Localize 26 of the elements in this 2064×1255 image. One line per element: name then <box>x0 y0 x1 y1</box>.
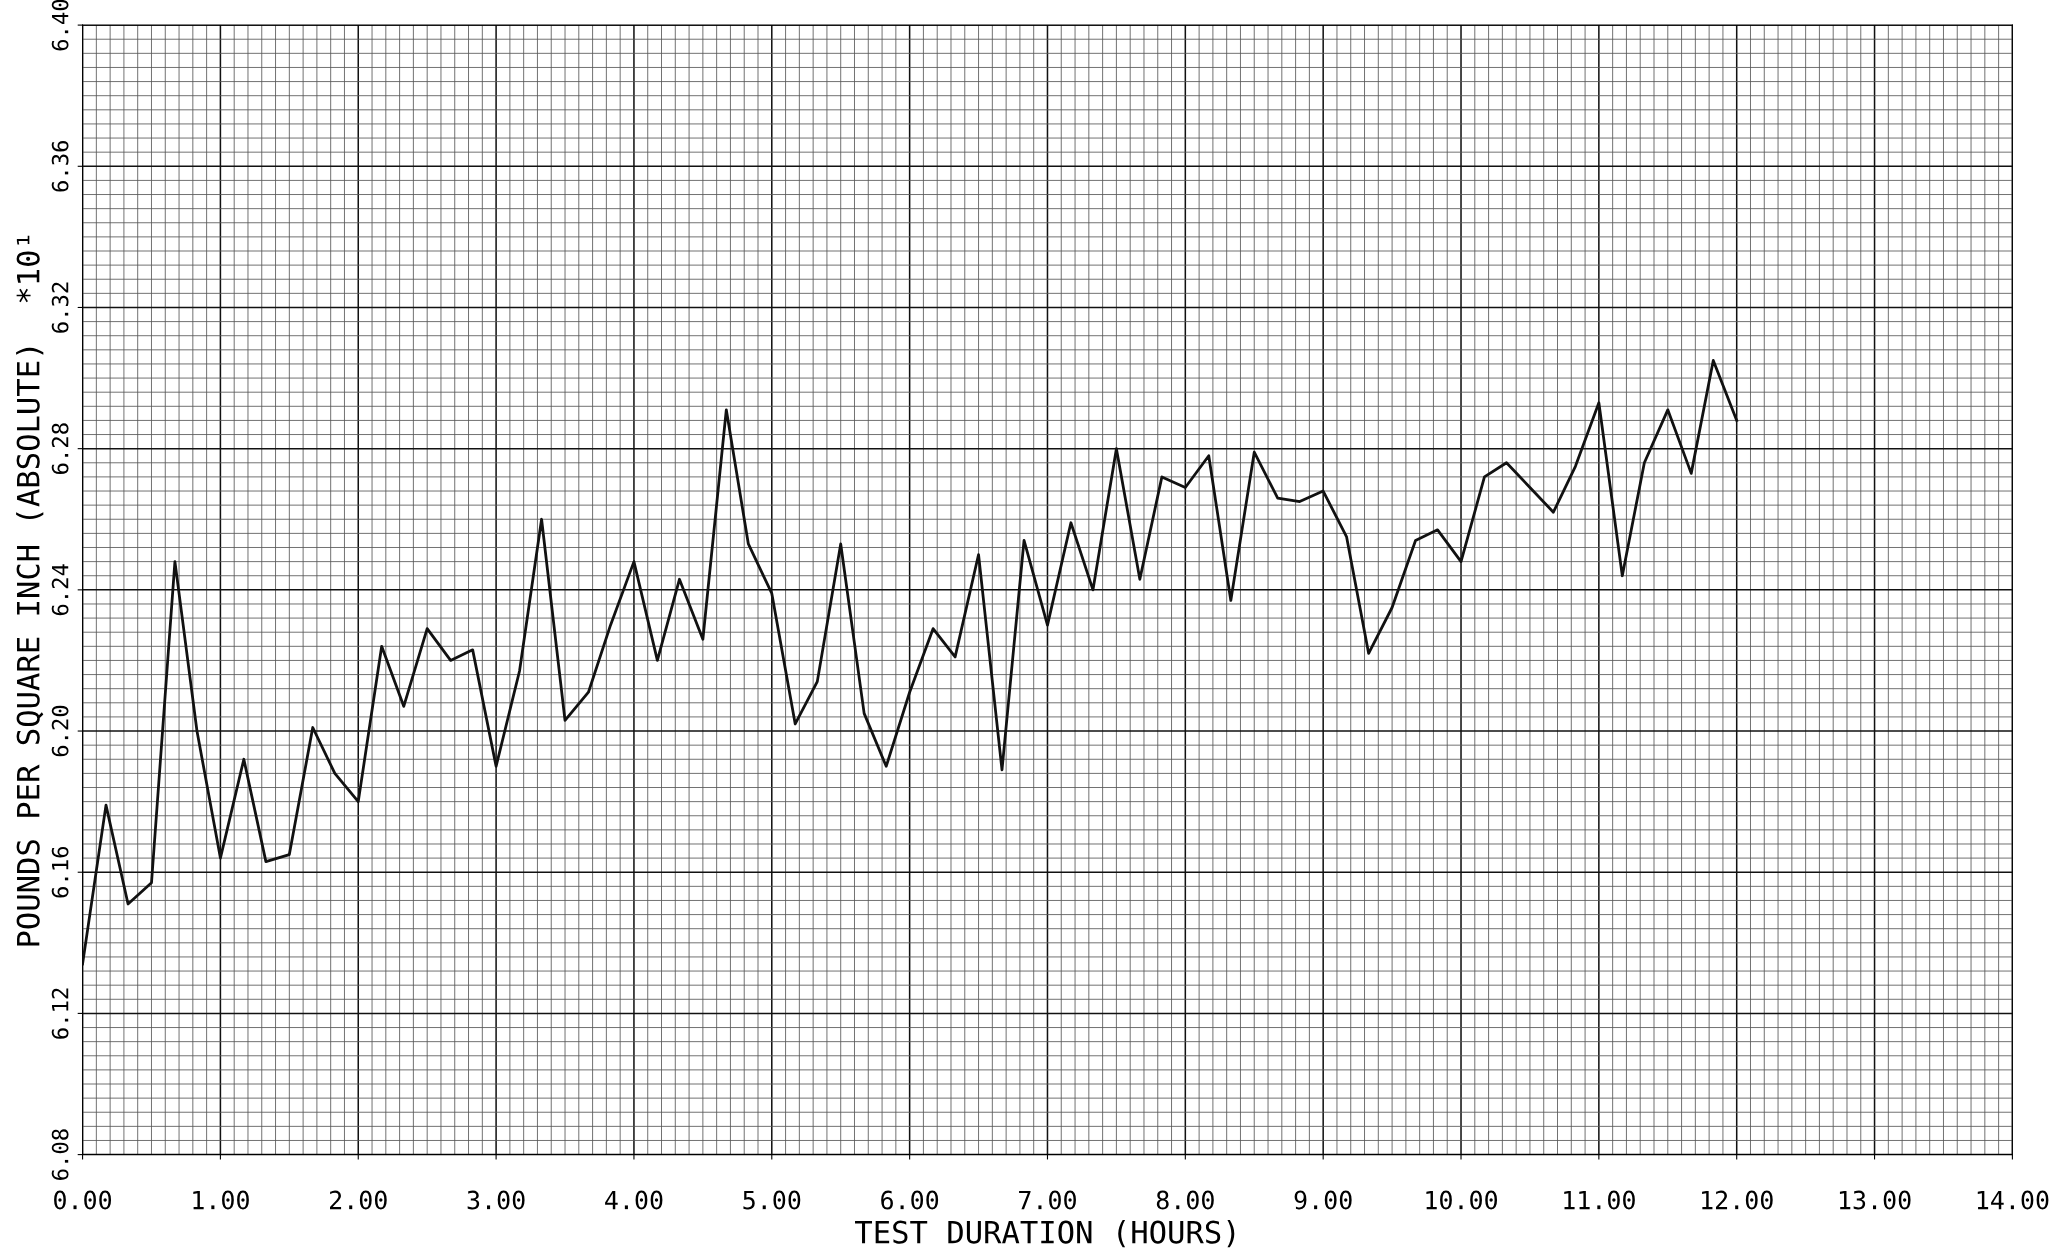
y-tick-label: 6.28 <box>51 423 69 474</box>
x-tick-label: 5.00 <box>743 1190 801 1210</box>
y-tick-label: 6.08 <box>51 1129 69 1180</box>
x-tick-label: 11.00 <box>1564 1190 1635 1210</box>
x-tick-label: 1.00 <box>193 1190 249 1210</box>
y-tick-label: 6.12 <box>51 988 69 1039</box>
x-tick-label: 10.00 <box>1426 1190 1498 1210</box>
y-tick-label: 6.20 <box>51 705 69 757</box>
x-tick-label: 4.00 <box>605 1190 663 1210</box>
x-tick-label: 0.00 <box>54 1190 112 1210</box>
x-tick-label: 14.00 <box>1977 1190 2049 1210</box>
x-tick-label: 13.00 <box>1839 1190 1911 1210</box>
x-tick-label: 8.00 <box>1156 1190 1214 1210</box>
y-axis-title: POUNDS PER SQUARE INCH (ABSOLUTE) *10¹ <box>16 235 44 946</box>
x-tick-label: 2.00 <box>330 1190 387 1210</box>
x-tick-label: 3.00 <box>467 1190 525 1210</box>
y-tick-label: 6.24 <box>51 564 69 616</box>
y-tick-label: 6.16 <box>51 846 69 898</box>
y-tick-label: 6.40 <box>51 0 69 51</box>
y-tick-label: 6.36 <box>51 140 69 192</box>
x-tick-label: 7.00 <box>1019 1190 1076 1210</box>
x-axis-title: TEST DURATION (HOURS) <box>855 1220 1235 1248</box>
x-tick-label: 6.00 <box>881 1190 939 1210</box>
x-tick-label: 9.00 <box>1294 1190 1352 1210</box>
x-tick-label: 12.00 <box>1702 1190 1773 1210</box>
y-tick-label: 6.32 <box>51 282 69 333</box>
